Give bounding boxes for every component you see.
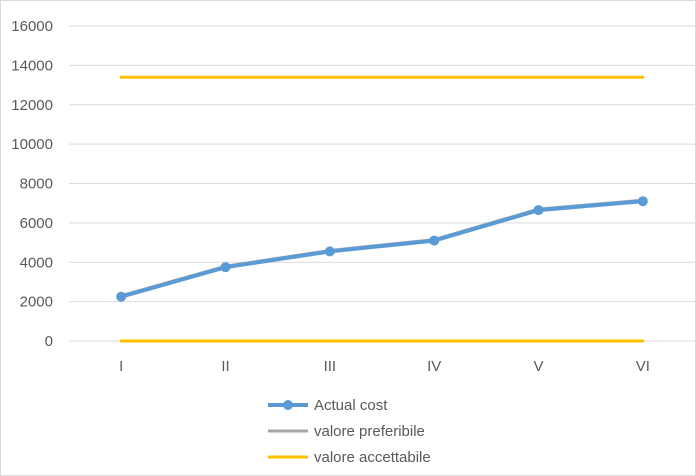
y-axis-tick-labels: 0 2000 4000 6000 8000 10000 12000 14000 16000 bbox=[11, 18, 53, 350]
y-tick-label: 2000 bbox=[20, 294, 53, 311]
y-tick-label: 8000 bbox=[20, 176, 53, 193]
x-axis-tick-labels: I II III IV V VI bbox=[119, 358, 650, 375]
y-tick-label: 12000 bbox=[11, 97, 53, 114]
x-tick-label: IV bbox=[427, 358, 441, 375]
x-tick-label: V bbox=[533, 358, 543, 375]
legend: Actual cost valore preferibile valore acce… bbox=[268, 397, 431, 466]
data-point-marker bbox=[116, 291, 127, 302]
series-layer bbox=[116, 75, 648, 343]
y-tick-label: 0 bbox=[45, 333, 53, 350]
x-tick-label: II bbox=[221, 358, 229, 375]
gridlines bbox=[69, 25, 695, 342]
series-line-0 bbox=[119, 199, 645, 299]
data-point-marker bbox=[220, 262, 231, 273]
y-tick-label: 16000 bbox=[11, 18, 53, 35]
legend-label: Actual cost bbox=[314, 397, 388, 414]
y-tick-label: 4000 bbox=[20, 254, 53, 271]
legend-label: valore preferibile bbox=[314, 423, 425, 440]
y-tick-label: 14000 bbox=[11, 57, 53, 74]
x-tick-label: VI bbox=[636, 358, 650, 375]
x-tick-label: I bbox=[119, 358, 123, 375]
legend-swatch-marker bbox=[283, 400, 293, 410]
data-point-marker bbox=[533, 205, 544, 216]
data-point-marker bbox=[324, 246, 335, 257]
y-tick-label: 6000 bbox=[20, 215, 53, 232]
x-tick-label: III bbox=[324, 358, 337, 375]
data-point-marker bbox=[429, 235, 440, 246]
legend-label: valore accettabile bbox=[314, 449, 431, 466]
y-tick-label: 10000 bbox=[11, 136, 53, 153]
data-point-marker bbox=[637, 196, 648, 207]
